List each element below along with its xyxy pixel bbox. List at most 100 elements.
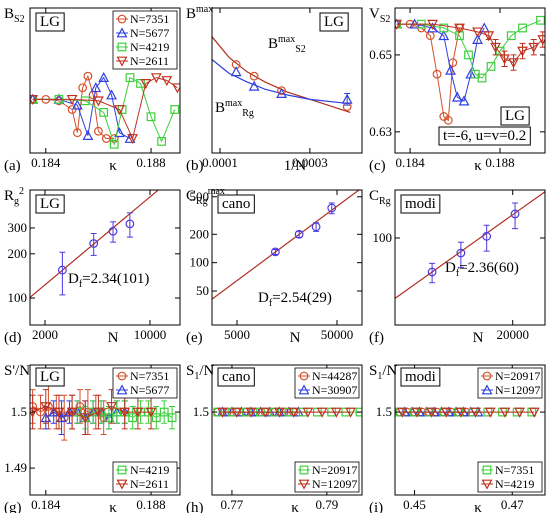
marker bbox=[440, 407, 452, 418]
legend-label: N=12097 bbox=[312, 477, 357, 491]
y-label-part: /N bbox=[199, 363, 214, 379]
legend-label: N=7351 bbox=[130, 12, 169, 26]
marker bbox=[249, 71, 259, 81]
y-label-part: /N bbox=[382, 363, 397, 379]
error-bar bbox=[50, 400, 57, 424]
annotation-part: max bbox=[225, 98, 242, 109]
y-tick-label: 100 bbox=[8, 290, 28, 305]
marker bbox=[66, 94, 78, 106]
legend-label: N=2611 bbox=[130, 54, 169, 68]
y-label-part: B bbox=[4, 6, 14, 22]
y-tick-label: 1.5 bbox=[376, 404, 392, 419]
marker bbox=[439, 23, 449, 33]
marker bbox=[298, 479, 310, 490]
marker bbox=[481, 384, 493, 395]
annotation-part: D bbox=[68, 271, 79, 287]
annotation-part: f bbox=[79, 279, 83, 290]
annotation: Df=2.54(29) bbox=[258, 290, 332, 309]
box-label-frame bbox=[35, 367, 65, 387]
x-label: 1/N bbox=[284, 158, 307, 174]
annotation-part: D bbox=[445, 260, 456, 276]
axes-frame bbox=[394, 189, 546, 326]
annotation-part: S2 bbox=[295, 44, 306, 55]
marker bbox=[104, 413, 114, 423]
marker bbox=[72, 407, 82, 417]
annotation: BmaxRg bbox=[215, 98, 254, 119]
axes-frame bbox=[29, 364, 181, 496]
box-label-frame bbox=[400, 367, 441, 387]
error-bar bbox=[272, 248, 279, 256]
box-label: t=-6, u=v=0.2 bbox=[443, 128, 526, 144]
y-label: CRgmax bbox=[186, 186, 225, 207]
box-label: modi bbox=[405, 369, 436, 385]
y-label-part: V bbox=[369, 6, 380, 22]
marker bbox=[79, 413, 91, 424]
legend-label: N=5677 bbox=[130, 26, 169, 40]
x-tick-label: 0.188 bbox=[485, 155, 514, 170]
y-tick-label: 300 bbox=[8, 220, 28, 235]
error-bar bbox=[153, 405, 160, 430]
y-label-part: S2 bbox=[380, 14, 391, 25]
x-tick-label: 0.77 bbox=[221, 497, 244, 512]
y-label-part: 1 bbox=[377, 371, 382, 382]
y-label-part: max bbox=[196, 4, 213, 15]
x-tick-label: 0.188 bbox=[136, 155, 165, 170]
y-tick-label: 1.5 bbox=[193, 404, 209, 419]
marker bbox=[89, 239, 99, 248]
legend-label: N=20917 bbox=[312, 463, 357, 477]
marker bbox=[508, 58, 519, 69]
panel-label: (i) bbox=[369, 500, 383, 513]
axes-frame bbox=[211, 7, 363, 154]
marker bbox=[106, 402, 117, 413]
x-tick-label: 2000 bbox=[32, 327, 58, 342]
marker bbox=[455, 407, 467, 418]
marker bbox=[443, 115, 453, 125]
y-label-part: S bbox=[186, 363, 194, 379]
annotation-part: f bbox=[456, 268, 460, 279]
marker bbox=[345, 407, 357, 418]
annotation-part: D bbox=[258, 290, 269, 306]
annotation-part: =2.54(29) bbox=[272, 290, 332, 306]
error-bar bbox=[42, 389, 49, 424]
x-label: κ bbox=[109, 158, 117, 174]
error-bar bbox=[69, 394, 76, 430]
axes-frame bbox=[29, 189, 181, 326]
marker bbox=[57, 265, 67, 275]
y-label-part: R bbox=[4, 188, 14, 204]
marker bbox=[108, 226, 118, 236]
marker bbox=[117, 371, 127, 381]
marker bbox=[451, 91, 463, 102]
legend-label: N=4219 bbox=[130, 40, 169, 54]
marker bbox=[499, 407, 511, 418]
marker bbox=[484, 407, 496, 418]
axes-frame bbox=[394, 7, 546, 154]
marker bbox=[276, 87, 287, 98]
annotation: Df=2.34(101) bbox=[68, 271, 149, 290]
box-label: cano bbox=[222, 196, 250, 212]
marker bbox=[128, 413, 138, 423]
plot-area bbox=[212, 35, 353, 113]
marker bbox=[536, 15, 545, 25]
x-tick-label: 0.47 bbox=[501, 497, 524, 512]
marker bbox=[132, 407, 144, 418]
x-label: N bbox=[473, 330, 484, 346]
marker bbox=[245, 407, 257, 418]
y-label: S'/N bbox=[4, 363, 30, 379]
box-label: LG bbox=[40, 196, 60, 212]
y-label: Bmax bbox=[186, 4, 213, 22]
y-label-part: Rg bbox=[379, 196, 391, 207]
box-label-frame bbox=[400, 194, 441, 214]
marker bbox=[528, 407, 540, 418]
marker bbox=[499, 54, 510, 65]
marker bbox=[114, 105, 125, 116]
box-label-frame bbox=[319, 12, 349, 32]
x-tick-label: 0.0001 bbox=[202, 155, 238, 170]
x-tick-label: 50000 bbox=[321, 327, 354, 342]
y-label: Rg2 bbox=[4, 186, 24, 207]
marker bbox=[427, 22, 438, 33]
marker bbox=[109, 139, 119, 149]
x-label: κ bbox=[291, 500, 299, 513]
plot-area bbox=[213, 406, 362, 418]
box-label: LG bbox=[324, 14, 344, 30]
